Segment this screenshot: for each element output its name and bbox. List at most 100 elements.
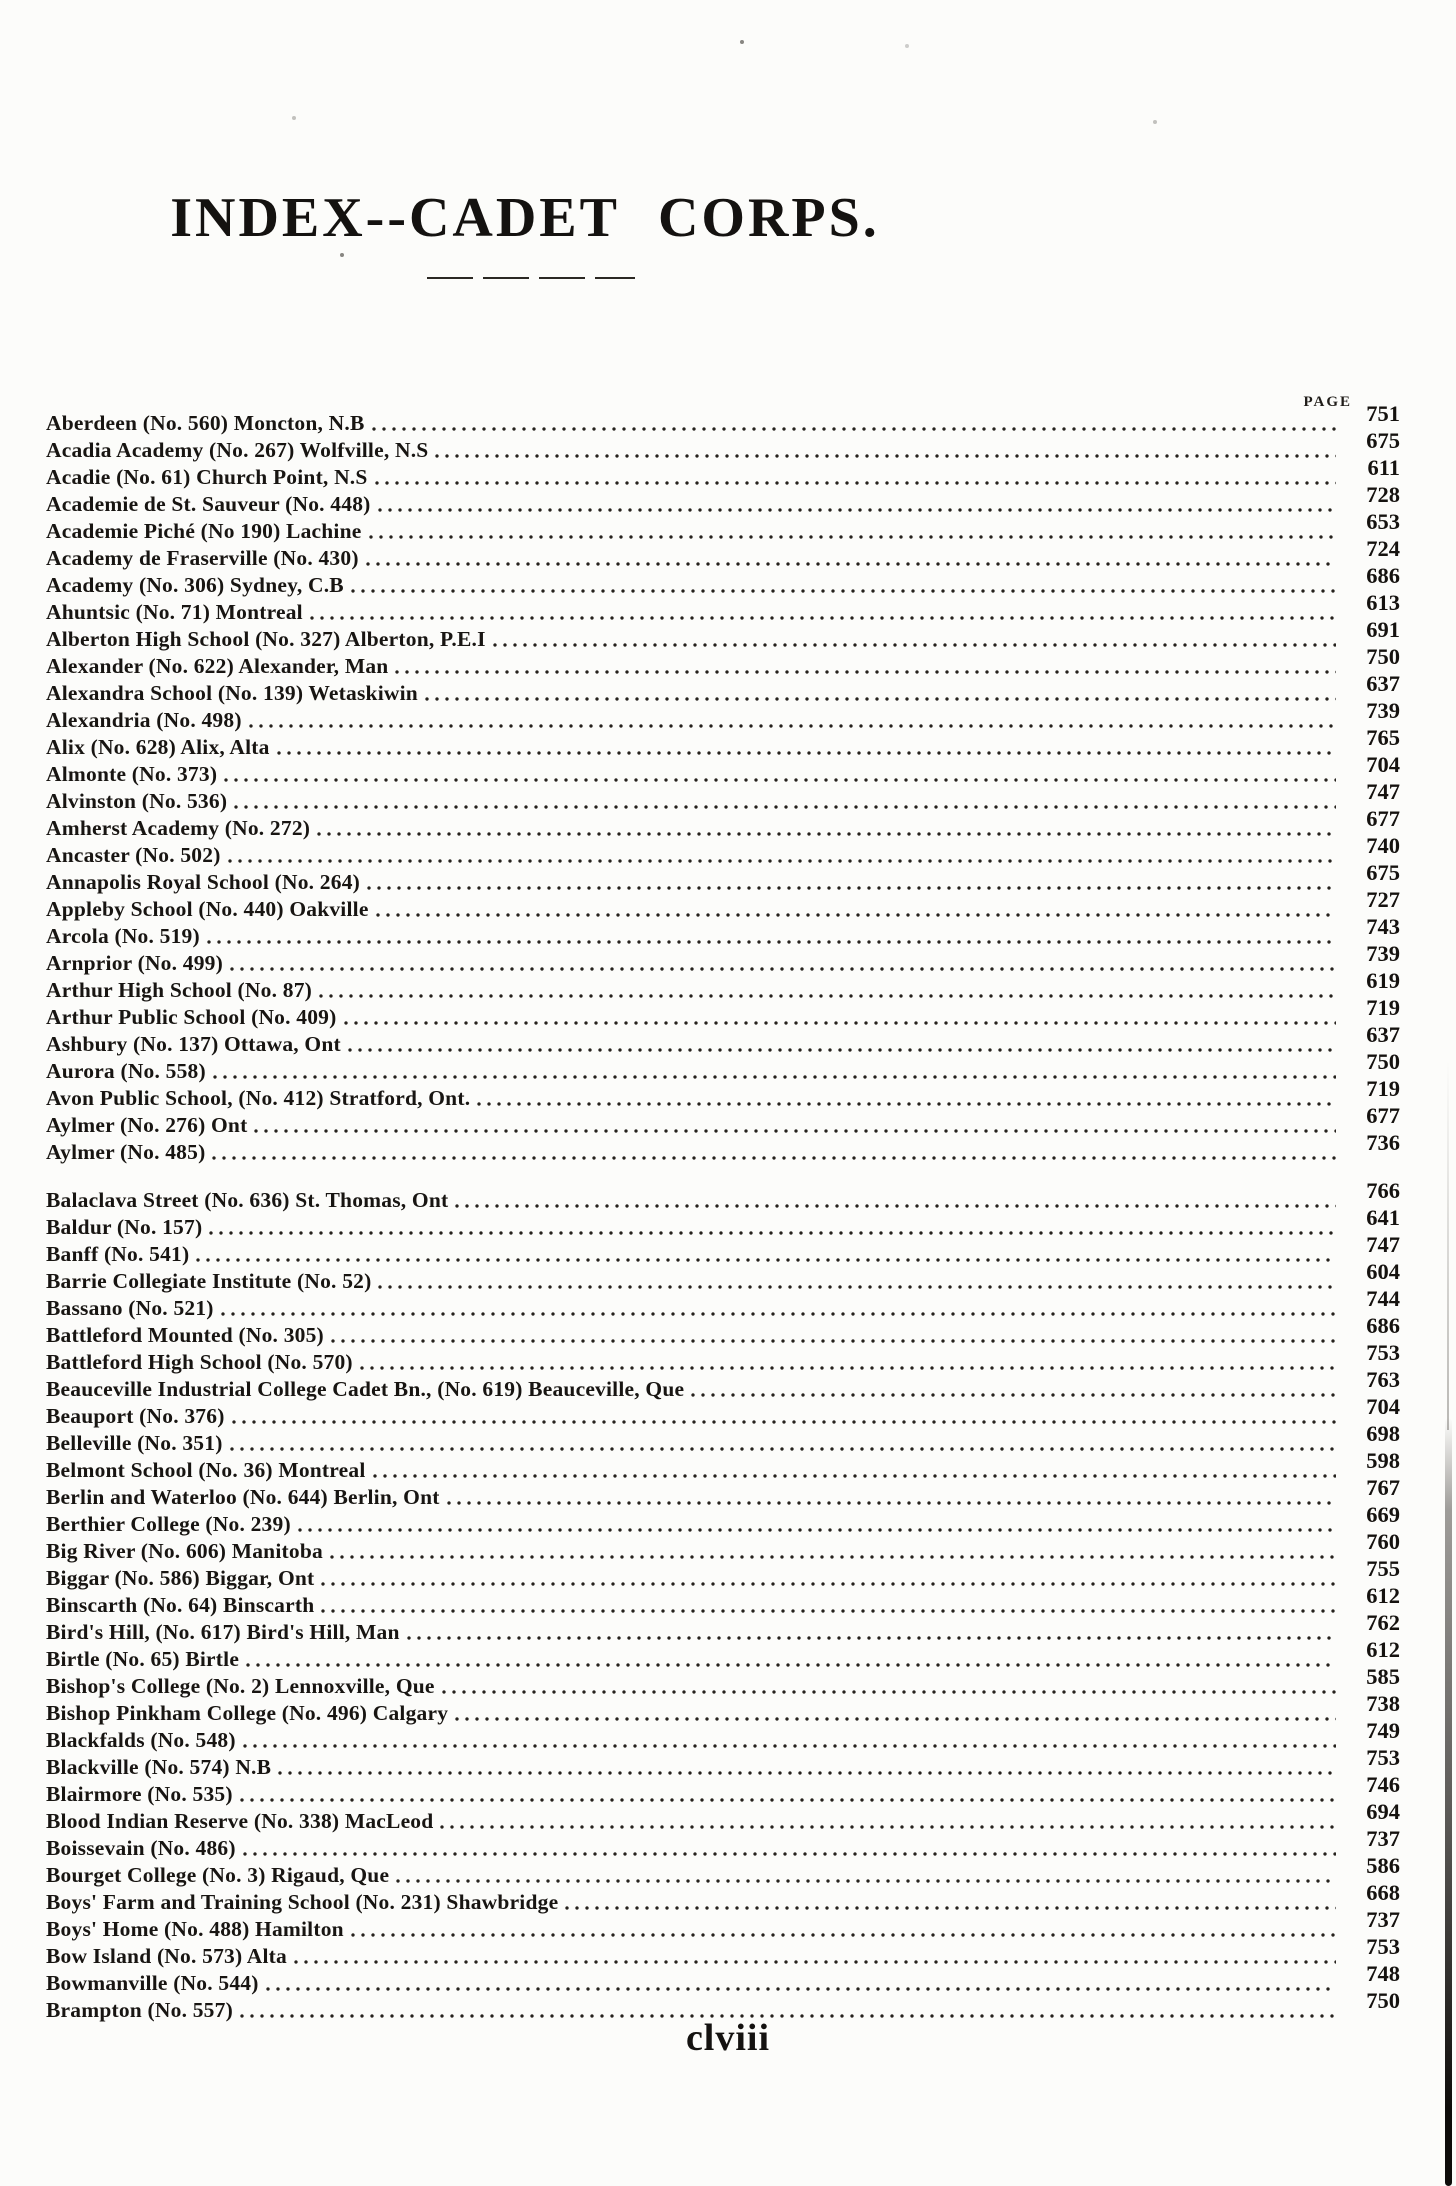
entry-name: Ahuntsic (No. 71) Montreal [46, 600, 303, 624]
entry-name: Banff (No. 541) [46, 1242, 190, 1266]
entry-page-number: 738 [1366, 1691, 1400, 1716]
dot-leader [372, 1472, 1336, 1479]
entry-name: Aberdeen (No. 560) Moncton, N.B [46, 411, 365, 435]
entry-page-number: 611 [1367, 455, 1400, 480]
dot-leader [265, 1985, 1336, 1992]
dot-leader [396, 1877, 1336, 1884]
entry-name: Academy (No. 306) Sydney, C.B [46, 573, 344, 597]
scan-speck [292, 116, 296, 120]
entry-name: Ancaster (No. 502) [46, 843, 221, 867]
entry-page-number: 750 [1366, 1988, 1400, 2013]
dot-leader [321, 1580, 1336, 1587]
page-fold-shadow [1445, 1418, 1452, 2186]
entry-name: Beauceville Industrial College Cadet Bn.… [46, 1377, 685, 1401]
entry-name: Bow Island (No. 573) Alta [46, 1944, 287, 1968]
entry-name: Alberton High School (No. 327) Alberton,… [46, 627, 486, 651]
dot-leader [242, 1742, 1336, 1749]
dot-leader [278, 1769, 1336, 1776]
dot-leader [231, 1418, 1336, 1425]
entry-name: Boissevain (No. 486) [46, 1836, 236, 1860]
index-entry: Avon Public School, (No. 412) Stratford,… [46, 1076, 1400, 1112]
entry-page-number: 691 [1366, 617, 1400, 642]
entry-page-number: 598 [1366, 1448, 1400, 1473]
dot-leader [196, 1256, 1336, 1263]
entry-page-number: 677 [1366, 1103, 1400, 1128]
dot-leader [212, 1073, 1336, 1080]
entry-page-number: 744 [1366, 1286, 1400, 1311]
scan-speck [740, 40, 744, 44]
entry-page-number: 766 [1366, 1178, 1400, 1203]
dot-leader [319, 992, 1336, 999]
entry-page-number: 653 [1366, 509, 1400, 534]
index-entry: Barrie Collegiate Institute (No. 52) 604 [46, 1259, 1400, 1295]
entry-name: Ashbury (No. 137) Ottawa, Ont [46, 1032, 341, 1056]
index-entry: Brampton (No. 557) 750 [46, 1988, 1400, 2024]
entry-name: Aylmer (No. 276) Ont [46, 1113, 248, 1137]
index-entry: Boys' Farm and Training School (No. 231)… [46, 1880, 1400, 1916]
index-entry: Amherst Academy (No. 272) 677 [46, 806, 1400, 842]
index-entry: Blairmore (No. 535) 746 [46, 1772, 1400, 1808]
dot-leader [297, 1526, 1336, 1533]
index-entry: Arthur High School (No. 87) 619 [46, 968, 1400, 1004]
entry-page-number: 668 [1366, 1880, 1400, 1905]
entry-page-number: 698 [1366, 1421, 1400, 1446]
dot-leader [424, 695, 1336, 702]
index-entry: Blood Indian Reserve (No. 338) MacLeod 69… [46, 1799, 1400, 1835]
dot-leader [365, 560, 1336, 567]
dot-leader [371, 425, 1336, 432]
index-entry: Annapolis Royal School (No. 264) 675 [46, 860, 1400, 896]
entry-page-number: 675 [1366, 860, 1400, 885]
index-entry: Aurora (No. 558) 750 [46, 1049, 1400, 1085]
entry-name: Academie Piché (No 190) Lachine [46, 519, 362, 543]
entry-page-number: 727 [1366, 887, 1400, 912]
index-entry: Aylmer (No. 485) 736 [46, 1130, 1400, 1166]
entry-page-number: 724 [1366, 536, 1400, 561]
entry-page-number: 686 [1366, 1313, 1400, 1338]
index-entry: Berlin and Waterloo (No. 644) Berlin, On… [46, 1475, 1400, 1511]
dot-leader [455, 1715, 1336, 1722]
index-entry: Alexandria (No. 498) 739 [46, 698, 1400, 734]
entry-page-number: 750 [1366, 1049, 1400, 1074]
dot-leader [224, 776, 1336, 783]
entry-name: Alexandria (No. 498) [46, 708, 242, 732]
entry-page-number: 753 [1366, 1934, 1400, 1959]
dot-leader [242, 1850, 1336, 1857]
entry-name: Boys' Farm and Training School (No. 231)… [46, 1890, 559, 1914]
entry-page-number: 739 [1366, 941, 1400, 966]
entry-name: Aurora (No. 558) [46, 1059, 206, 1083]
entry-page-number: 613 [1366, 590, 1400, 615]
entry-name: Avon Public School, (No. 412) Stratford,… [46, 1086, 471, 1110]
index-entry: Biggar (No. 586) Biggar, Ont 755 [46, 1556, 1400, 1592]
entry-page-number: 750 [1366, 644, 1400, 669]
dot-leader [227, 857, 1336, 864]
dot-leader [254, 1127, 1336, 1134]
entry-page-number: 743 [1366, 914, 1400, 939]
entry-name: Acadie (No. 61) Church Point, N.S [46, 465, 368, 489]
dot-leader [406, 1634, 1336, 1641]
dot-leader [395, 668, 1336, 675]
entry-name: Battleford High School (No. 570) [46, 1350, 353, 1374]
dot-leader [350, 587, 1336, 594]
index-entry: Arnprior (No. 499) 739 [46, 941, 1400, 977]
entry-page-number: 612 [1366, 1637, 1400, 1662]
index-entry: Academie Piché (No 190) Lachine 653 [46, 509, 1400, 545]
dot-leader [368, 533, 1336, 540]
dot-leader [435, 452, 1336, 459]
index-entry: Academy (No. 306) Sydney, C.B 686 [46, 563, 1400, 599]
entry-name: Alix (No. 628) Alix, Alta [46, 735, 270, 759]
entry-name: Bishop's College (No. 2) Lennoxville, Qu… [46, 1674, 435, 1698]
entry-page-number: 585 [1366, 1664, 1400, 1689]
dot-leader [378, 1283, 1336, 1290]
index-entry: Berthier College (No. 239) 669 [46, 1502, 1400, 1538]
dot-leader [276, 749, 1336, 756]
dot-leader [309, 614, 1336, 621]
dot-leader [359, 1364, 1336, 1371]
entry-name: Arcola (No. 519) [46, 924, 200, 948]
entry-name: Amherst Academy (No. 272) [46, 816, 311, 840]
index-section-b: Balaclava Street (No. 636) St. Thomas, O… [46, 1178, 1400, 2024]
entry-page-number: 619 [1366, 968, 1400, 993]
entry-name: Annapolis Royal School (No. 264) [46, 870, 361, 894]
dot-leader [367, 884, 1336, 891]
entry-page-number: 641 [1366, 1205, 1400, 1230]
entry-page-number: 728 [1366, 482, 1400, 507]
